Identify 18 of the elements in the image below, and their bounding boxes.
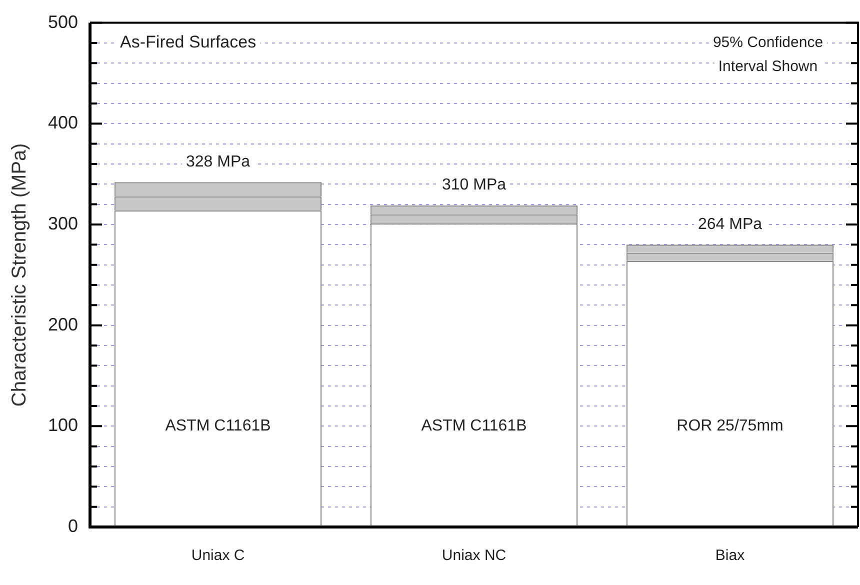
annotation: 264 MPa [698,216,762,234]
y-tick-label: 100 [48,415,78,436]
y-tick-label: 0 [68,516,78,536]
annotation: As-Fired Surfaces [120,32,256,52]
x-tick-label: Uniax NC [442,547,506,564]
x-tick-label: Uniax C [191,547,245,564]
annotation: ASTM C1161B [165,418,271,435]
annotation: ROR 25/75mm [676,418,784,435]
y-tick-label: 400 [48,112,78,133]
annotation: 310 MPa [442,176,506,194]
y-axis-title: Characteristic Strength (MPa) [8,143,31,407]
y-tick-label: 500 [48,12,78,32]
y-tick-label: 200 [48,314,78,334]
x-tick-label: Biax [715,547,746,564]
annotation: 95% Confidence Interval Shown [712,34,824,75]
annotation: ASTM C1161B [421,418,527,435]
y-tick-label: 300 [48,213,78,234]
annotation: 328 MPa [186,154,250,171]
